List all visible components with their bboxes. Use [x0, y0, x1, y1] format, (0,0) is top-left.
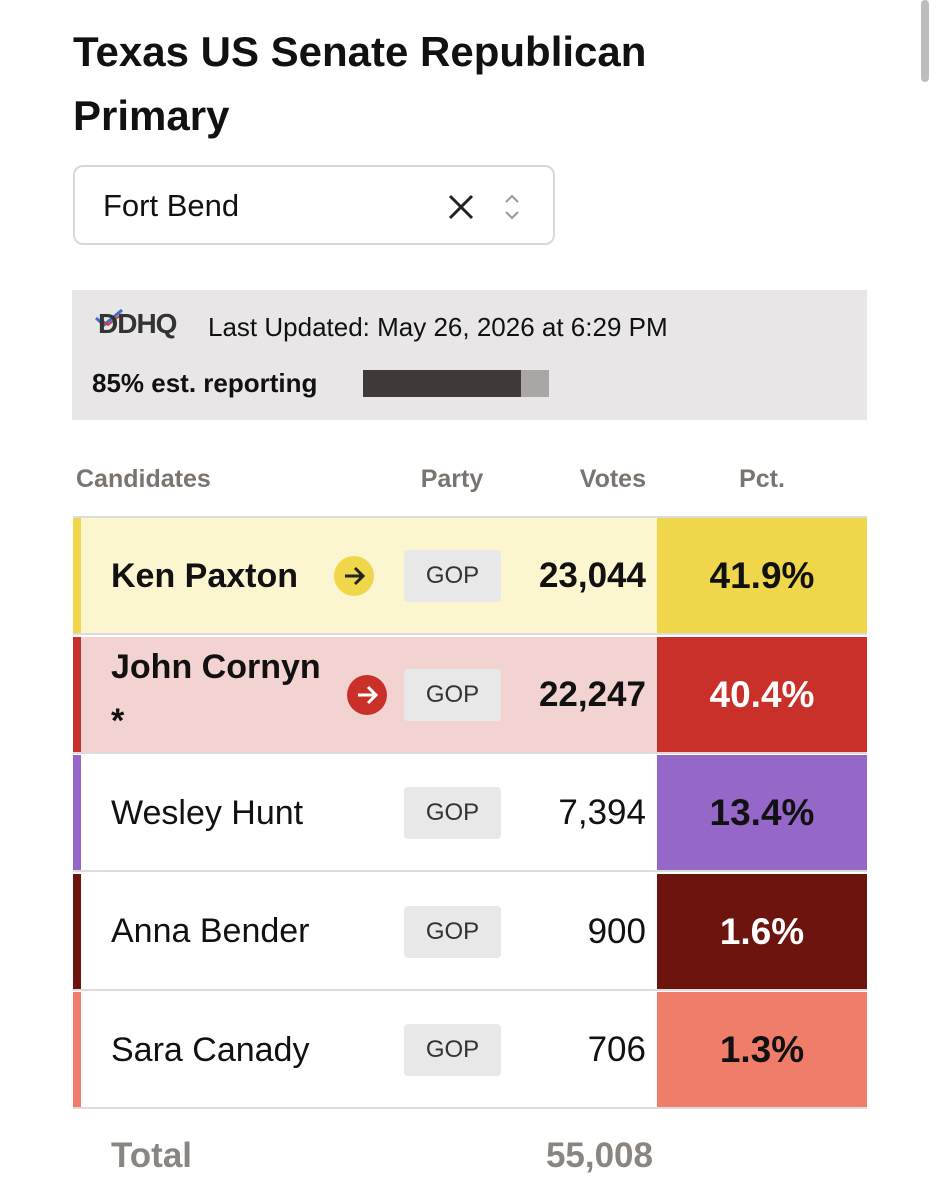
- column-header: Candidates: [76, 465, 211, 493]
- advance-icon: [334, 556, 374, 596]
- chevron-icon[interactable]: [503, 191, 521, 223]
- vote-pct: 1.6%: [657, 873, 867, 989]
- column-header: Votes: [579, 465, 646, 493]
- column-header: Pct.: [739, 465, 785, 493]
- reporting-track: [363, 370, 549, 397]
- candidate-row: John Cornyn * GOP 22,247 40.4%: [73, 636, 867, 754]
- vote-pct: 13.4%: [657, 755, 867, 870]
- county-value: Fort Bend: [103, 188, 240, 223]
- candidate-row: Sara Canady GOP 706 1.3%: [73, 992, 867, 1109]
- column-header: Party: [420, 465, 484, 493]
- last-updated: Last Updated: May 26, 2026 at 6:29 PM: [208, 312, 668, 342]
- page-title: Texas US Senate Republican Primary: [73, 28, 647, 139]
- county-select[interactable]: Fort Bend: [73, 165, 555, 245]
- party-color-bar: [73, 992, 81, 1107]
- vote-pct: 40.4%: [657, 636, 867, 752]
- total-votes: 55,008: [545, 1136, 653, 1175]
- candidate-name: Wesley Hunt: [111, 793, 304, 832]
- logo-check: [95, 308, 123, 327]
- party-color-bar: [73, 873, 81, 989]
- logo: DDHQ: [98, 308, 177, 339]
- divider: [73, 516, 867, 518]
- party-badge: GOP: [404, 1024, 501, 1076]
- clear-icon[interactable]: [447, 193, 475, 221]
- reporting-text: 85% est. reporting: [92, 368, 318, 398]
- reporting-bar: [363, 370, 522, 397]
- status-panel: DDHQ Last Updated: May 26, 2026 at 6:29 …: [72, 290, 867, 420]
- party-badge: GOP: [404, 905, 501, 958]
- party-badge: GOP: [404, 550, 501, 602]
- party-color-bar: [73, 636, 81, 752]
- total-label: Total: [111, 1136, 193, 1175]
- candidate-name: Sara Canady: [111, 1030, 310, 1069]
- party-badge: GOP: [404, 787, 501, 839]
- vote-count: 706: [587, 1030, 646, 1069]
- candidate-name: Ken Paxton: [111, 556, 299, 595]
- candidate-row: Anna Bender GOP 900 1.6%: [73, 873, 867, 991]
- vote-count: 23,044: [538, 556, 646, 595]
- candidate-name: John Cornyn *: [111, 648, 321, 740]
- vote-count: 7,394: [558, 793, 646, 832]
- advance-icon: [347, 674, 387, 715]
- candidate-row: Ken Paxton GOP 23,044 41.9%: [73, 518, 867, 635]
- party-color-bar: [73, 518, 81, 633]
- vote-count: 900: [587, 911, 646, 951]
- party-badge: GOP: [404, 668, 501, 721]
- candidate-row: Wesley Hunt GOP 7,394 13.4%: [73, 755, 867, 872]
- vote-pct: 1.3%: [657, 992, 867, 1107]
- candidate-name: Anna Bender: [111, 912, 310, 950]
- scrollbar[interactable]: [921, 0, 929, 82]
- party-color-bar: [73, 755, 81, 870]
- vote-pct: 41.9%: [657, 518, 867, 633]
- vote-count: 22,247: [538, 674, 646, 714]
